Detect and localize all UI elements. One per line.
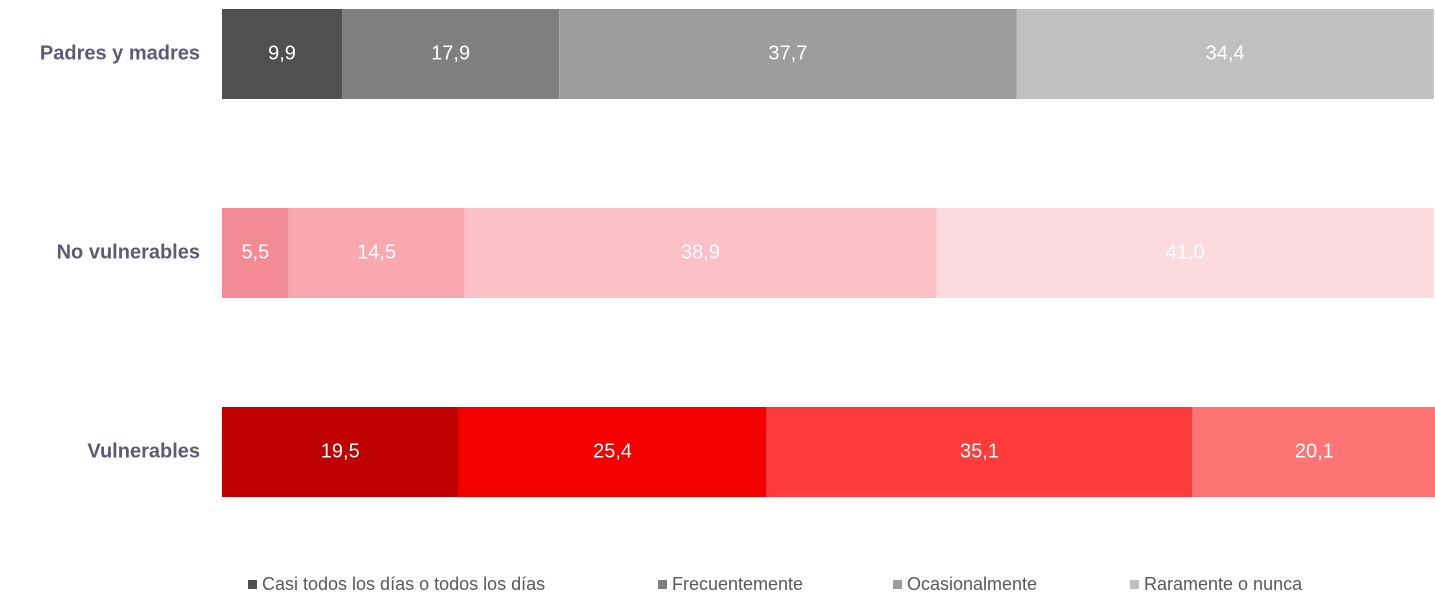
legend-label: Ocasionalmente — [907, 574, 1037, 594]
data-label: 19,5 — [321, 440, 360, 462]
bar-segment — [1016, 9, 1434, 99]
legend-label: Raramente o nunca — [1144, 574, 1303, 594]
data-label: 25,4 — [593, 440, 632, 462]
bar-segment — [288, 208, 465, 298]
data-label: 38,9 — [681, 241, 720, 263]
data-label: 41,0 — [1166, 241, 1205, 263]
data-label: 34,4 — [1206, 42, 1245, 64]
bar-segment — [458, 407, 767, 497]
category-label: Vulnerables — [87, 440, 200, 462]
data-label: 20,1 — [1295, 440, 1334, 462]
category-label: No vulnerables — [57, 241, 200, 263]
category-label: Padres y madres — [40, 42, 200, 64]
bar-segment — [936, 208, 1434, 298]
legend-swatch — [248, 580, 257, 589]
data-label: 9,9 — [268, 42, 296, 64]
data-label: 14,5 — [357, 241, 396, 263]
bar-segment — [222, 208, 289, 298]
legend-label: Casi todos los días o todos los días — [262, 574, 545, 594]
bar-segment — [559, 9, 1017, 99]
bar-segment — [222, 9, 343, 99]
bar-segment — [1192, 407, 1435, 497]
legend-swatch — [1130, 580, 1139, 589]
bar-segment — [766, 407, 1193, 497]
bar-segment — [342, 9, 560, 99]
data-label: 37,7 — [768, 42, 807, 64]
data-label: 35,1 — [960, 440, 999, 462]
data-label: 5,5 — [241, 241, 269, 263]
bar-segment — [222, 407, 459, 497]
data-label: 17,9 — [431, 42, 470, 64]
bar-segment — [464, 208, 937, 298]
legend-swatch — [658, 580, 667, 589]
legend-label: Frecuentemente — [672, 574, 803, 594]
legend-swatch — [893, 580, 902, 589]
